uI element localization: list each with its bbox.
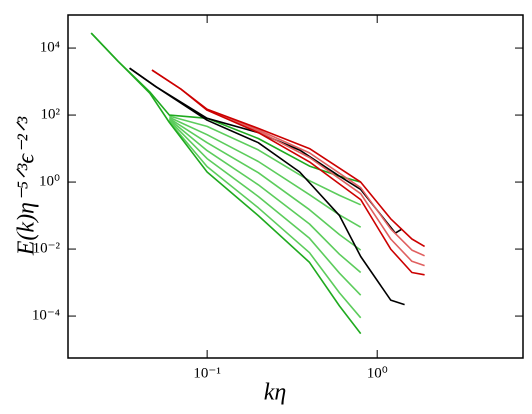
series-line xyxy=(168,117,362,251)
y-tick-label: 10⁻² xyxy=(33,240,61,256)
series-line xyxy=(206,108,425,257)
y-tick-label: 10⁻⁴ xyxy=(32,308,60,324)
x-axis-title: kη xyxy=(264,380,287,406)
series-line xyxy=(90,32,362,335)
y-tick-label: 10² xyxy=(41,106,61,122)
series-line xyxy=(129,67,405,306)
y-axis-title: E(k)η⁻⁵ᐟ³ϵ⁻²ᐟ³ xyxy=(14,116,40,256)
y-tick-label: 10⁰ xyxy=(39,173,60,189)
x-tick-label: 10⁻¹ xyxy=(193,365,220,381)
x-tick-label: 10⁰ xyxy=(367,365,388,381)
series-line xyxy=(169,115,362,206)
series-line xyxy=(169,116,362,228)
series-line xyxy=(129,67,403,234)
series-line xyxy=(168,121,362,319)
series-line xyxy=(168,119,362,296)
y-tick-label: 10⁴ xyxy=(40,39,60,55)
series-line xyxy=(206,108,425,267)
series-line xyxy=(151,69,425,276)
series-line xyxy=(168,118,362,274)
plot-frame xyxy=(67,14,524,359)
